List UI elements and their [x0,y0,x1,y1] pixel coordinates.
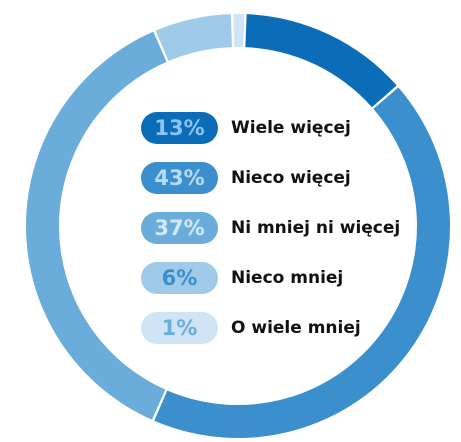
donut-segment [26,31,167,420]
legend-pill [141,162,218,194]
value-label: 6% [162,266,198,290]
donut-segment [245,14,397,108]
legend-label: Wiele więcej [231,118,351,138]
legend-pill [141,212,218,244]
value-label: 1% [162,316,198,340]
legend-label: Ni mniej ni więcej [231,218,400,238]
legend-label: Nieco więcej [231,168,351,188]
value-label: 13% [154,116,204,140]
donut-segment [155,14,232,62]
value-label: 37% [154,216,204,240]
legend-pill [141,112,218,144]
donut-segment [154,87,450,438]
value-label: 43% [154,166,204,190]
legend-pill [141,312,218,344]
legend-label: O wiele mniej [231,318,361,338]
legend-label: Nieco mniej [231,268,343,288]
donut-segment [233,14,245,48]
legend-pill [141,262,218,294]
